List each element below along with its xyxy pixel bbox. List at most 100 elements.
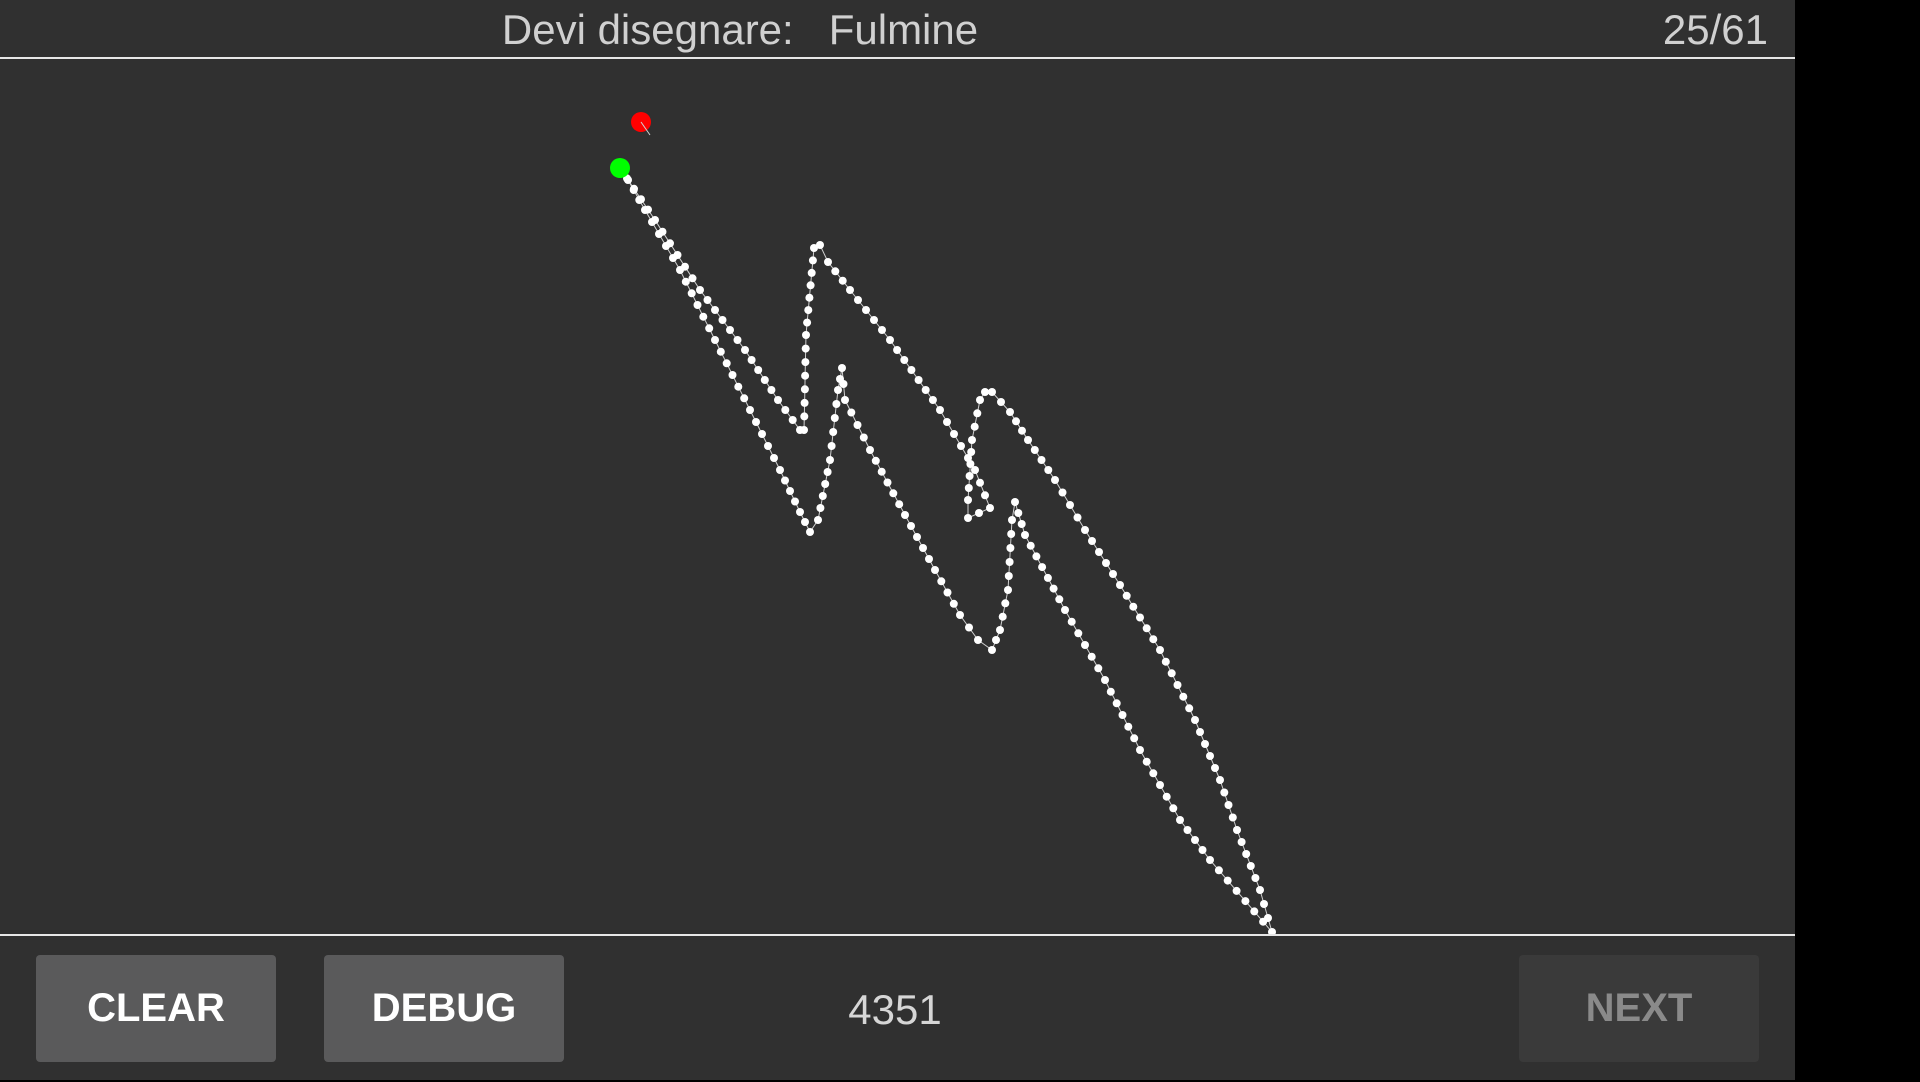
- footer-bar: CLEAR DEBUG 4351 NEXT: [0, 934, 1795, 1082]
- stroke-point: [907, 366, 916, 374]
- stroke-point: [741, 346, 749, 354]
- stroke-point: [831, 267, 840, 276]
- stroke-point: [806, 281, 815, 290]
- stroke-point: [829, 428, 838, 436]
- stroke-point: [1024, 436, 1032, 444]
- stroke-point: [1067, 617, 1076, 626]
- stroke-point: [949, 599, 958, 608]
- stroke-point: [841, 396, 849, 404]
- stroke-point: [1167, 669, 1176, 678]
- stroke-point: [1032, 552, 1041, 561]
- stroke-point: [919, 544, 927, 552]
- stroke-point: [1169, 804, 1178, 813]
- stroke-point: [760, 376, 769, 384]
- stroke-point: [804, 306, 813, 315]
- stroke-point: [802, 331, 810, 339]
- stroke-point: [781, 406, 790, 414]
- stroke-point: [1130, 734, 1139, 743]
- stroke-point: [1268, 928, 1276, 934]
- stroke-point: [1109, 570, 1117, 578]
- stroke-point: [988, 646, 996, 654]
- stroke-point: [1191, 836, 1199, 844]
- stroke-point: [1088, 537, 1096, 545]
- stroke-point: [1049, 584, 1058, 593]
- stroke-line: [619, 167, 1273, 933]
- stroke-point: [966, 460, 975, 468]
- stroke-point: [1005, 558, 1014, 566]
- stroke-point: [1081, 526, 1089, 534]
- stroke-point: [893, 346, 902, 354]
- stroke-point: [754, 366, 763, 374]
- stroke-point: [1223, 876, 1232, 885]
- stroke-point: [788, 416, 797, 424]
- stroke-point: [814, 516, 822, 524]
- stroke-tail: [640, 121, 651, 136]
- stroke-point: [1183, 826, 1192, 834]
- stroke-point: [877, 467, 886, 476]
- debug-button[interactable]: DEBUG: [324, 955, 564, 1062]
- stroke-point: [1191, 716, 1199, 724]
- stroke-point: [816, 241, 824, 249]
- score-value: 4351: [848, 986, 942, 1033]
- stroke-point: [1030, 446, 1039, 454]
- stroke-point: [1058, 488, 1067, 497]
- stroke-point: [1149, 769, 1158, 778]
- stroke-point: [914, 376, 923, 384]
- stroke-point: [970, 422, 979, 431]
- stroke-point: [973, 409, 982, 418]
- next-button[interactable]: NEXT: [1519, 955, 1759, 1062]
- stroke-point: [648, 218, 656, 226]
- stroke-point: [895, 500, 904, 509]
- stroke-point: [1136, 613, 1144, 622]
- stroke-point: [901, 511, 909, 519]
- stroke-point: [1206, 856, 1214, 864]
- stroke-point: [1116, 581, 1124, 589]
- stroke-point: [1246, 862, 1255, 870]
- stroke-point: [1087, 652, 1096, 661]
- stroke-point: [705, 324, 714, 333]
- stroke-point: [641, 206, 649, 214]
- stroke-point: [1173, 681, 1182, 689]
- stroke-point: [838, 276, 847, 285]
- stroke-point: [870, 316, 878, 324]
- stroke-point: [801, 344, 810, 353]
- stroke-point: [1101, 676, 1109, 684]
- stroke-point: [968, 436, 976, 444]
- stroke-point: [711, 306, 719, 314]
- stroke-point: [937, 577, 946, 586]
- stroke-point: [878, 326, 886, 334]
- stroke-point: [1001, 599, 1010, 608]
- stroke-start-marker: [610, 158, 630, 178]
- stroke-point: [871, 456, 880, 465]
- stroke-point: [1026, 541, 1035, 550]
- stroke-point: [832, 400, 841, 408]
- stroke-point: [1061, 606, 1069, 614]
- stroke-point: [716, 347, 725, 356]
- stroke-point: [992, 636, 1000, 644]
- stroke-point: [767, 386, 776, 394]
- stroke-point: [1106, 687, 1115, 696]
- stroke-point: [1051, 476, 1059, 484]
- drawing-canvas[interactable]: [0, 59, 1795, 934]
- stroke-point: [971, 466, 979, 474]
- stroke-point: [693, 301, 702, 309]
- stroke-point: [976, 396, 984, 404]
- stroke-point: [975, 509, 983, 517]
- stroke-point: [1161, 657, 1170, 666]
- stroke-point: [1066, 501, 1074, 509]
- stroke-point: [988, 388, 996, 396]
- stroke-point: [810, 244, 818, 252]
- stroke-point: [834, 386, 842, 394]
- stroke-point: [703, 296, 712, 304]
- stroke-layer: [610, 112, 1276, 934]
- stroke-point: [866, 446, 874, 454]
- stroke-point: [981, 388, 989, 396]
- stroke-point: [830, 414, 839, 422]
- stroke-point: [747, 356, 756, 364]
- stroke-point: [776, 466, 784, 474]
- stroke-point: [1017, 520, 1026, 528]
- clear-button[interactable]: CLEAR: [36, 955, 276, 1062]
- stroke-point: [718, 316, 727, 324]
- stroke-point: [1214, 866, 1223, 875]
- stroke-point: [1094, 664, 1103, 673]
